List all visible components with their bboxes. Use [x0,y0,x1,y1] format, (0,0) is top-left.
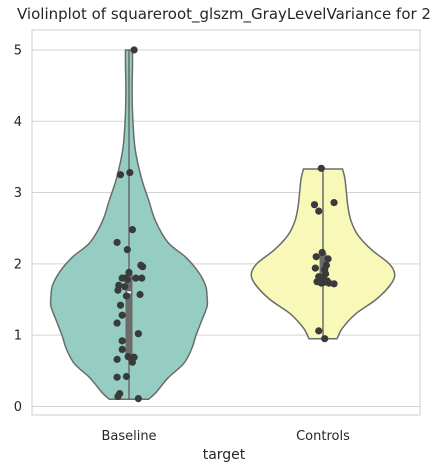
data-point [123,245,131,254]
violin-controls [250,164,396,343]
data-point [132,274,140,282]
data-point [122,372,131,381]
data-point [139,263,147,271]
data-point [311,264,319,272]
y-tick-label: 2 [14,257,22,272]
x-axis-label: target [203,447,246,463]
data-point [134,330,142,338]
data-point [113,355,121,363]
x-tick-labels: Baseline Controls [101,429,350,444]
data-point [321,335,329,343]
data-point [130,46,138,54]
data-point [312,253,320,261]
data-point [116,301,125,309]
data-point [123,275,131,284]
plot-area: 0 1 2 3 4 5 [14,29,421,416]
data-point [134,395,142,403]
data-point [318,248,326,257]
data-point [315,207,323,215]
data-point [128,358,136,366]
data-point [122,292,131,300]
data-point [126,168,134,177]
data-point [138,274,146,282]
data-point [330,280,338,288]
data-point [324,255,332,263]
x-tick-label: Baseline [101,429,156,444]
violin-median [127,291,131,294]
data-point [113,238,121,247]
violin-baseline [49,46,209,403]
y-tick-label: 5 [14,43,22,58]
x-tick-label: Controls [296,429,350,444]
data-point [116,171,125,179]
data-point [118,337,126,345]
data-point [310,201,319,209]
data-point [114,286,122,294]
y-tick-label: 4 [14,115,22,130]
data-point [128,226,136,234]
data-point [330,198,338,207]
data-point [317,279,325,287]
y-tick-label: 0 [14,400,22,415]
data-point [315,327,323,335]
data-point [317,164,325,172]
data-point [118,311,126,319]
violin-iqr-box [125,274,133,358]
data-point [113,373,121,381]
data-point [121,283,129,291]
y-tick-label: 3 [14,186,22,201]
data-point [125,268,133,277]
chart-title: Violinplot of squareroot_glszm_GrayLevel… [17,5,431,24]
y-tick-label: 1 [14,329,22,344]
data-point [114,392,122,401]
data-point [136,290,144,299]
data-point [118,345,126,354]
data-point [113,319,121,327]
